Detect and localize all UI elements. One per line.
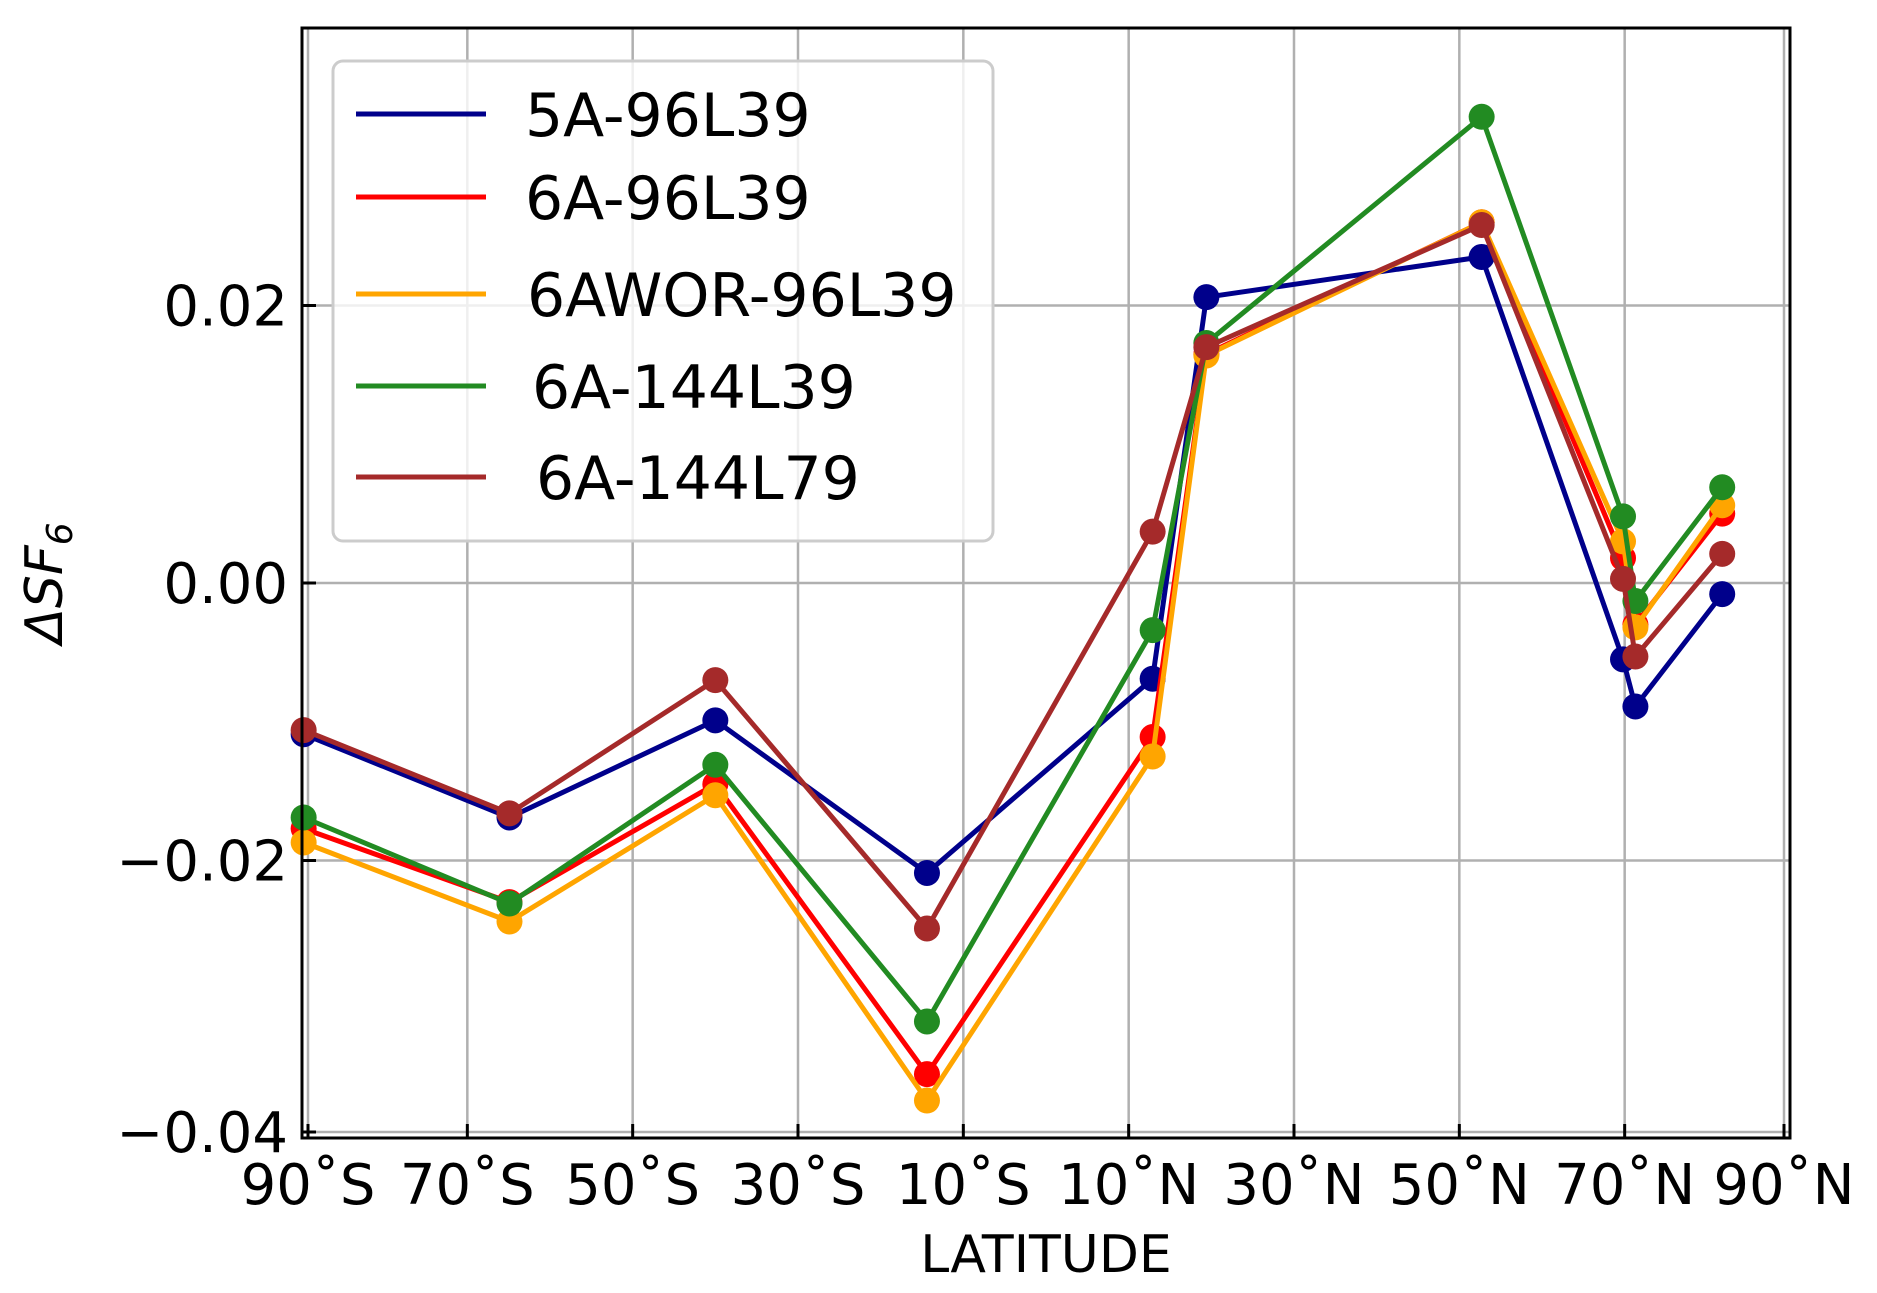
- series-layer: [290, 103, 1736, 1114]
- data-point: [1610, 565, 1637, 592]
- data-point: [913, 1008, 940, 1035]
- x-tick-label: 30˚N: [1223, 1153, 1364, 1218]
- legend-item: 6A-144L39: [356, 353, 856, 423]
- y-tick-label: −0.04: [116, 1101, 288, 1166]
- data-point: [1709, 581, 1736, 608]
- data-point: [1622, 693, 1649, 720]
- data-point: [1610, 503, 1637, 530]
- data-point: [702, 667, 729, 694]
- data-point: [1709, 540, 1736, 567]
- legend-item: 6AWOR-96L39: [356, 261, 957, 331]
- legend-label: 6AWOR-96L39: [527, 261, 957, 331]
- data-point: [702, 707, 729, 734]
- y-tick-label: 0.02: [163, 275, 288, 340]
- data-point: [1468, 212, 1495, 239]
- x-tick-label: 50˚N: [1389, 1153, 1530, 1218]
- x-axis-label: LATITUDE: [920, 1225, 1172, 1285]
- y-axis-label: ΔSF6: [15, 522, 81, 647]
- data-point: [1468, 103, 1495, 130]
- data-point: [1193, 284, 1220, 311]
- data-point: [913, 1061, 940, 1088]
- data-point: [496, 800, 523, 827]
- data-point: [496, 890, 523, 917]
- data-point: [913, 915, 940, 942]
- legend-label: 6A-144L79: [536, 444, 860, 514]
- data-point: [1139, 724, 1166, 751]
- series-4: [290, 212, 1736, 942]
- x-tick-label: 10˚N: [1058, 1153, 1199, 1218]
- legend-label: 6A-144L39: [532, 353, 856, 423]
- legend-label: 5A-96L39: [525, 81, 811, 151]
- data-point: [702, 782, 729, 809]
- data-point: [913, 859, 940, 886]
- data-point: [1622, 643, 1649, 670]
- x-tick-label: 70˚S: [400, 1153, 535, 1218]
- data-point: [290, 717, 317, 744]
- series-line: [302, 114, 1725, 1024]
- legend-item: 5A-96L39: [356, 81, 811, 151]
- series-line: [302, 222, 1725, 931]
- data-point: [496, 908, 523, 935]
- y-tick-label: −0.02: [116, 830, 288, 895]
- data-point: [290, 804, 317, 831]
- legend-label: 6A-96L39: [525, 164, 811, 234]
- legend-item: 6A-96L39: [356, 164, 811, 234]
- legend: 5A-96L39 6A-96L39 6AWOR-96L39 6A-144L39 6A-1…: [331, 59, 995, 543]
- x-tick-label: 50˚S: [565, 1153, 700, 1218]
- x-tick-label: 10˚S: [896, 1153, 1031, 1218]
- x-tick-label: 70˚N: [1554, 1153, 1695, 1218]
- series-3: [290, 103, 1736, 1035]
- legend-box: [331, 59, 995, 543]
- data-point: [913, 1087, 940, 1114]
- data-point: [1468, 243, 1495, 270]
- data-point: [290, 829, 317, 856]
- data-point: [1709, 474, 1736, 501]
- x-tick-label: 30˚S: [731, 1153, 866, 1218]
- data-point: [702, 751, 729, 778]
- data-point: [1193, 334, 1220, 361]
- data-point: [1139, 518, 1166, 545]
- legend-item: 6A-144L79: [356, 444, 860, 514]
- x-tick-label: 90˚S: [241, 1153, 376, 1218]
- data-point: [1622, 614, 1649, 641]
- y-axis-label-subscript: 6: [40, 522, 81, 545]
- y-tick-label: 0.00: [163, 552, 288, 617]
- data-point: [1139, 743, 1166, 770]
- axis-ticks: 90˚S 70˚S 50˚S 30˚S 10˚S 10˚N 30˚N 50˚N 70˚N 90˚N…: [116, 275, 1854, 1219]
- data-point: [1139, 617, 1166, 644]
- x-tick-label: 90˚N: [1713, 1153, 1854, 1218]
- y-axis-label-main: ΔSF: [15, 544, 75, 648]
